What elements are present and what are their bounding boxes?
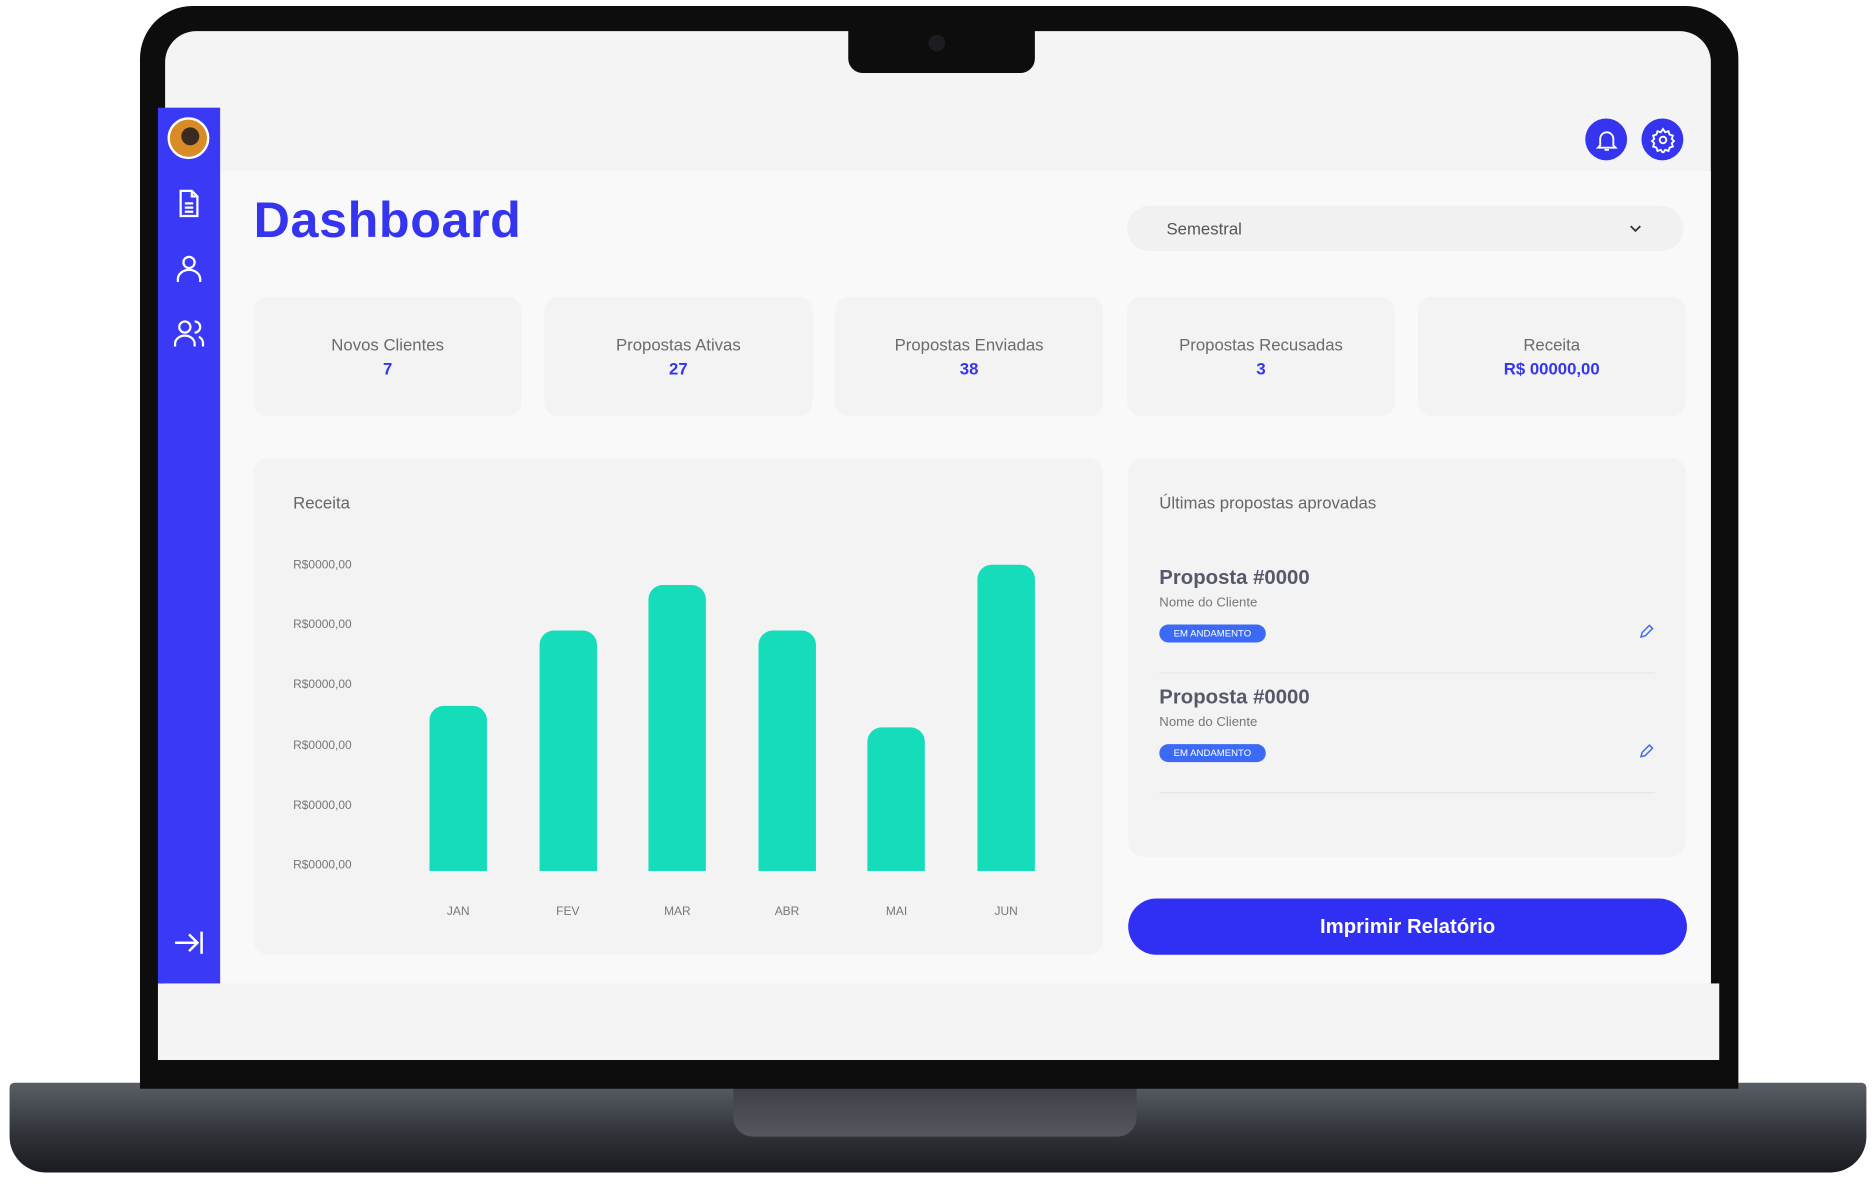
bar-abr xyxy=(758,630,816,871)
notifications-button[interactable] xyxy=(1585,118,1628,161)
proposal-item[interactable]: Proposta #0000 Nome do Cliente EM ANDAME… xyxy=(1159,565,1655,674)
pencil-icon[interactable] xyxy=(1638,743,1655,760)
x-tick-label: MAR xyxy=(664,905,691,919)
period-select-value: Semestral xyxy=(1166,218,1242,239)
collapse-sidebar-icon[interactable] xyxy=(172,926,205,959)
page-title: Dashboard xyxy=(253,191,522,248)
x-tick-label: JUN xyxy=(994,905,1018,919)
proposal-client: Nome do Cliente xyxy=(1159,595,1258,611)
status-badge: EM ANDAMENTO xyxy=(1159,744,1266,763)
y-tick-label: R$0000,00 xyxy=(293,798,352,813)
x-tick-label: FEV xyxy=(556,905,580,919)
stat-value: 3 xyxy=(1256,358,1266,379)
y-tick-label: R$0000,00 xyxy=(293,618,352,632)
bar-fev xyxy=(539,630,597,871)
stat-card-propostas-recusadas: Propostas Recusadas 3 xyxy=(1127,296,1396,417)
period-select[interactable]: Semestral xyxy=(1127,205,1684,252)
users-icon[interactable] xyxy=(172,316,205,349)
x-tick-label: ABR xyxy=(774,905,800,919)
print-report-button[interactable]: Imprimir Relatório xyxy=(1128,898,1687,955)
proposal-item[interactable]: Proposta #0000 Nome do Cliente EM ANDAME… xyxy=(1159,685,1655,794)
proposal-title: Proposta #0000 xyxy=(1159,685,1310,709)
bar-jun xyxy=(977,564,1035,871)
bell-icon xyxy=(1595,130,1618,151)
avatar[interactable] xyxy=(167,117,210,160)
stat-value: 38 xyxy=(959,358,979,379)
x-tick-label: MAI xyxy=(885,905,908,919)
chart-title: Receita xyxy=(293,492,350,513)
screen-bottom xyxy=(157,983,1720,1061)
proposal-client: Nome do Cliente xyxy=(1159,715,1258,730)
stat-card-propostas-enviadas: Propostas Enviadas 38 xyxy=(835,296,1104,417)
laptop-hinge xyxy=(733,1082,1137,1137)
x-tick-label: JAN xyxy=(446,905,470,919)
gear-icon xyxy=(1650,126,1675,153)
stat-label: Propostas Ativas xyxy=(615,334,741,355)
stat-card-novos-clientes: Novos Clientes 7 xyxy=(253,296,522,417)
y-tick-label: R$0000,00 xyxy=(293,558,352,572)
document-icon[interactable] xyxy=(172,187,205,220)
stat-value: 27 xyxy=(669,358,688,379)
settings-button[interactable] xyxy=(1641,118,1684,161)
proposals-title: Últimas propostas aprovadas xyxy=(1159,492,1377,513)
bar-mai xyxy=(867,727,926,871)
camera xyxy=(928,34,946,52)
y-tick-label: R$0000,00 xyxy=(293,859,352,873)
chevron-down-icon xyxy=(1630,225,1641,233)
stat-label: Novos Clientes xyxy=(331,334,444,355)
pencil-icon[interactable] xyxy=(1638,623,1655,640)
stat-label: Propostas Enviadas xyxy=(894,334,1044,355)
stat-value: 7 xyxy=(382,358,393,379)
bar-jan xyxy=(429,705,487,871)
sidebar xyxy=(157,107,221,984)
y-tick-label: R$0000,00 xyxy=(293,678,352,692)
stat-card-propostas-ativas: Propostas Ativas 27 xyxy=(544,296,813,417)
stat-label: Propostas Recusadas xyxy=(1179,334,1343,355)
status-badge: EM ANDAMENTO xyxy=(1159,624,1266,643)
user-icon[interactable] xyxy=(172,251,205,284)
stat-label: Receita xyxy=(1523,334,1581,355)
y-tick-label: R$0000,00 xyxy=(293,738,352,753)
stat-value: R$ 00000,00 xyxy=(1503,358,1600,379)
approved-proposals-card xyxy=(1128,458,1686,857)
bar-mar xyxy=(648,585,707,871)
proposal-title: Proposta #0000 xyxy=(1159,565,1310,589)
stat-card-receita: Receita R$ 00000,00 xyxy=(1417,296,1686,417)
